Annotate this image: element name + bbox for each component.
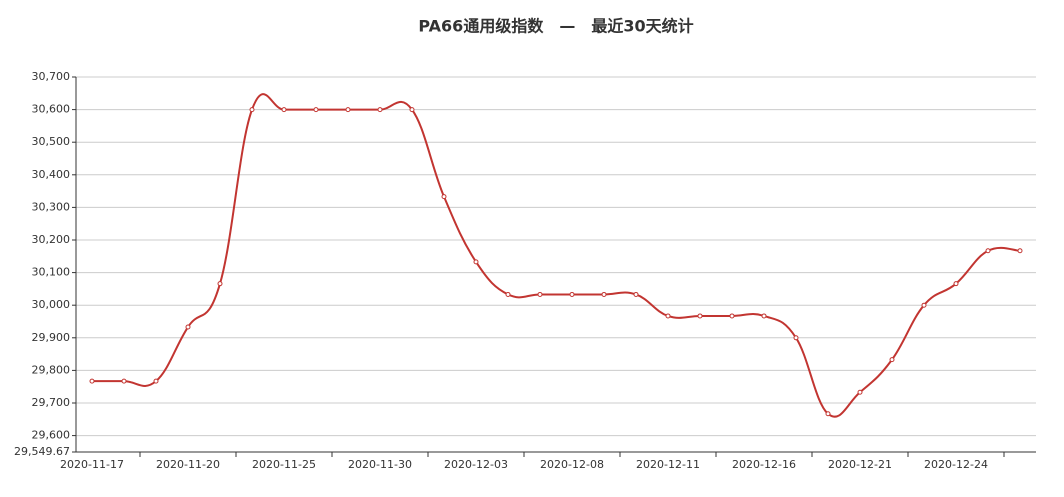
x-tick-label: 2020-12-08 — [540, 458, 604, 471]
y-tick-label: 29,900 — [32, 331, 71, 344]
point — [473, 259, 479, 265]
point — [409, 107, 415, 113]
x-tick-label: 2020-11-25 — [252, 458, 316, 471]
y-tick-label: 29,600 — [32, 429, 71, 442]
y-tick-label: 30,100 — [32, 266, 71, 279]
point — [729, 313, 735, 319]
point — [985, 248, 991, 254]
y-tick-label: 30,200 — [32, 233, 71, 246]
x-tick-label: 2020-11-20 — [156, 458, 220, 471]
y-tick-label: 30,500 — [32, 135, 71, 148]
y-tick-label: 30,000 — [32, 298, 71, 311]
y-tick-label: 30,700 — [32, 70, 71, 83]
point — [569, 291, 575, 297]
y-tick-label: 29,700 — [32, 396, 71, 409]
y-tick-label: 29,549.67 — [14, 445, 70, 458]
point — [601, 291, 607, 297]
chart-title: PA66通用级指数 — 最近30天统计 — [418, 17, 693, 36]
point — [185, 324, 191, 330]
point — [377, 107, 383, 113]
x-tick-label: 2020-12-24 — [924, 458, 988, 471]
point — [153, 378, 159, 384]
point — [793, 335, 799, 341]
point — [665, 313, 671, 319]
point — [345, 107, 351, 113]
point — [633, 291, 639, 297]
point — [441, 194, 447, 200]
point — [857, 389, 863, 395]
x-tick-label: 2020-12-03 — [444, 458, 508, 471]
point — [921, 302, 927, 308]
x-tick-label: 2020-12-16 — [732, 458, 796, 471]
x-tick-label: 2020-11-17 — [60, 458, 124, 471]
point — [825, 411, 831, 417]
point — [1017, 248, 1023, 254]
point — [217, 281, 223, 287]
y-tick-label: 30,300 — [32, 200, 71, 213]
y-tick-label: 30,400 — [32, 168, 71, 181]
point — [889, 357, 895, 363]
point — [953, 281, 959, 287]
point — [249, 107, 255, 113]
point — [537, 291, 543, 297]
x-tick-label: 2020-12-21 — [828, 458, 892, 471]
y-tick-label: 29,800 — [32, 363, 71, 376]
x-tick-label: 2020-12-11 — [636, 458, 700, 471]
point — [313, 107, 319, 113]
point — [505, 291, 511, 297]
point — [697, 313, 703, 319]
y-tick-label: 30,600 — [32, 103, 71, 116]
x-tick-label: 2020-11-30 — [348, 458, 412, 471]
point — [121, 378, 127, 384]
point — [761, 313, 767, 319]
point — [89, 378, 95, 384]
point — [281, 107, 287, 113]
